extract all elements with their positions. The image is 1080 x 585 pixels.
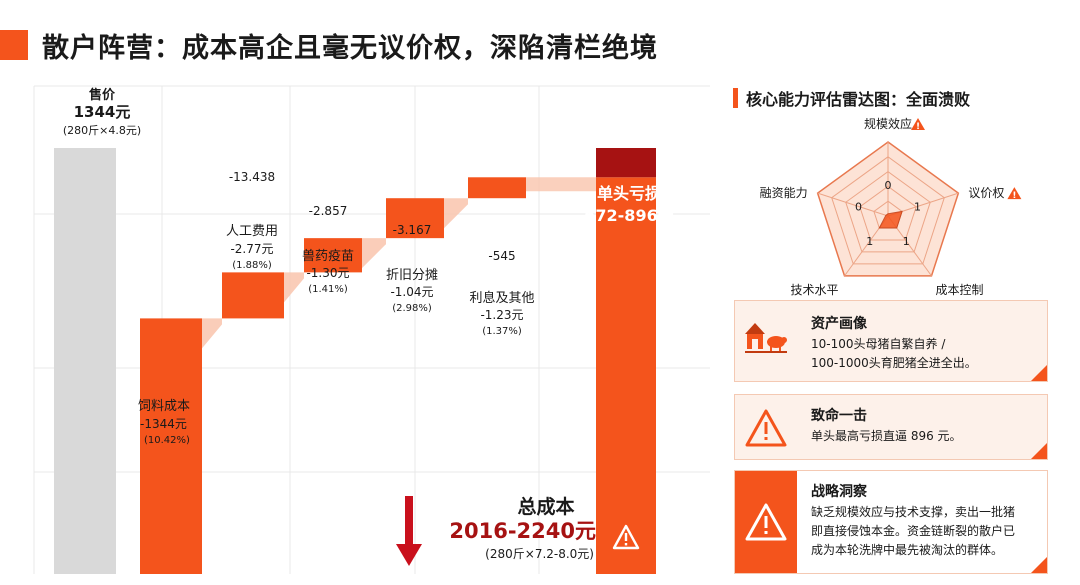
step-pct-interest: (1.37%) [482, 326, 522, 337]
warning-icon [745, 409, 787, 447]
flow-connector-3 [444, 198, 468, 229]
warning-icon [1007, 187, 1022, 200]
radar-value-label: 1 [903, 235, 910, 248]
waterfall-svg [33, 85, 710, 574]
step-amount-labor: -2.77元 [230, 242, 274, 256]
price-label: 售价 [88, 88, 115, 103]
strategic-insight-text: 缺乏规模效应与技术支撑，卖出一批猪 即直接侵蚀本金。资金链断裂的散户已 成为本轮… [811, 503, 1015, 560]
step-name-interest: 利息及其他 [469, 291, 535, 306]
step-name-vet: 兽药疫苗 [301, 249, 354, 264]
flow-connector-2 [362, 238, 386, 269]
down-arrow-shaft [405, 496, 413, 548]
card-corner [1031, 557, 1047, 573]
insight-line: 缺乏规模效应与技术支撑，卖出一批猪 [811, 505, 1016, 519]
radar-data-area [878, 210, 903, 229]
asset-profile-line: 10-100头母猪自繁自养 / [811, 337, 946, 351]
radar-axis-label: 成本控制 [935, 283, 983, 297]
total-note: (280斤×7.2-8.0元) [485, 547, 594, 561]
asset-profile-title: 资产画像 [811, 316, 867, 332]
step-top-vet: -2.857 [308, 204, 348, 218]
radar-ring [859, 185, 917, 241]
step-name-labor: 人工费用 [225, 224, 278, 239]
step-name-feed: 饲料成本 [138, 399, 191, 414]
farm-icon [745, 323, 787, 353]
warning-icon [745, 503, 787, 541]
asset-profile-card: 资产画像 10-100头母猪自繁自养 / 100-1000头育肥猪全进全出。 [734, 300, 1048, 382]
radar-ring [831, 156, 945, 265]
insight-line: 即直接侵蚀本金。资金链断裂的散户已 [811, 524, 1016, 538]
waterfall-chart: 售价 1344元 (280斤×4.8元) 饲料成本 -1344元 (10.42%… [33, 85, 710, 574]
step-amount-depr: -1.04元 [390, 285, 434, 299]
step-pct-depr: (2.98%) [392, 303, 432, 314]
radar-axis-label: 融资能力 [760, 186, 808, 200]
step-pct-vet: (1.41%) [308, 284, 348, 295]
radar-value-label: 0 [855, 200, 862, 213]
step-top-interest: -545 [488, 249, 516, 263]
flow-connector-total [526, 177, 596, 192]
strategic-insight-card: 战略洞察 缺乏规模效应与技术支撑，卖出一批猪 即直接侵蚀本金。资金链断裂的散户已… [734, 470, 1048, 574]
strategic-insight-title: 战略洞察 [811, 484, 867, 500]
total-value: 2016-2240元 [449, 519, 596, 543]
waterfall-bar-4 [468, 177, 526, 199]
page-title: 散户阵营：成本高企且毫无议价权，深陷清栏绝境 [42, 33, 658, 64]
step-amount-interest: -1.23元 [480, 308, 524, 322]
total-label: 总成本 [517, 496, 575, 518]
[object Object] [928, 118, 931, 120]
step-pct-feed: (10.42%) [144, 435, 190, 446]
radar-value-label: 0 [885, 179, 892, 192]
waterfall-bar-0 [140, 318, 202, 574]
card-corner [1031, 443, 1047, 459]
waterfall-bar-1 [222, 272, 284, 319]
insight-line: 成为本轮洗牌中最先被淘汰的群体。 [811, 543, 1004, 557]
price-value: 1344元 [73, 103, 131, 121]
step-pct-labor: (1.88%) [232, 260, 272, 271]
loss-value: 672-896元 [584, 206, 674, 225]
loss-label: 单头亏损 [596, 184, 661, 203]
fatal-blow-line: 单头最高亏损直逼 896 元。 [811, 429, 962, 443]
step-amount-feed: -1344元 [140, 417, 187, 431]
price-note: (280斤×4.8元) [62, 124, 142, 137]
asset-profile-line: 100-1000头育肥猪全进全出。 [811, 356, 977, 370]
fatal-blow-title: 致命一击 [811, 408, 867, 424]
step-name-depr: 折旧分摊 [385, 268, 438, 283]
total-cost-bar [596, 177, 656, 574]
radar-title-accent [733, 88, 738, 108]
radar-title: 核心能力评估雷达图：全面溃败 [746, 90, 971, 109]
right-panel: 核心能力评估雷达图：全面溃败 0 1 1 1 0 规模效应! 议价权! 成本控制 技术水平 融资能… [730, 82, 1050, 582]
loss-bar [596, 148, 656, 178]
radar-chart: 0 1 1 1 0 规模效应 ! 议价权 ! 成本控制 技术水平 融资能力 [760, 116, 1027, 297]
radar-value-label: 1 [914, 200, 921, 213]
radar-spoke [817, 192, 889, 217]
warning-mark: ! [916, 122, 920, 132]
title-accent-bar [0, 30, 28, 60]
waterfall-bar-2 [304, 238, 362, 273]
radar-value-label: 1 [866, 235, 873, 248]
radar-axis-label: 议价权 [968, 186, 1004, 200]
[object Object] [1024, 187, 1027, 189]
radar-axis-label: 技术水平 [790, 283, 838, 297]
fatal-blow-card: 致命一击 单头最高亏损直逼 896 元。 [734, 394, 1048, 460]
step-top-labor: -13.438 [228, 170, 276, 184]
down-arrow-head [396, 544, 422, 566]
warning-icon [612, 524, 640, 550]
warning-mark: ! [1012, 191, 1016, 201]
price-bar [54, 148, 116, 574]
card-corner [1031, 365, 1047, 381]
radar-axis-label: 规模效应 [864, 116, 912, 131]
asset-profile-text: 10-100头母猪自繁自养 / 100-1000头育肥猪全进全出。 [811, 335, 977, 373]
step-top-depr: -3.167 [392, 223, 432, 237]
radar-ring [845, 170, 931, 253]
step-amount-vet: -1.30元 [306, 266, 350, 280]
warning-icon [911, 118, 925, 130]
waterfall-bar-3 [386, 198, 444, 239]
flow-connector-1 [284, 272, 304, 303]
flow-connector-0 [202, 318, 222, 349]
fatal-blow-text: 单头最高亏损直逼 896 元。 [811, 427, 962, 446]
